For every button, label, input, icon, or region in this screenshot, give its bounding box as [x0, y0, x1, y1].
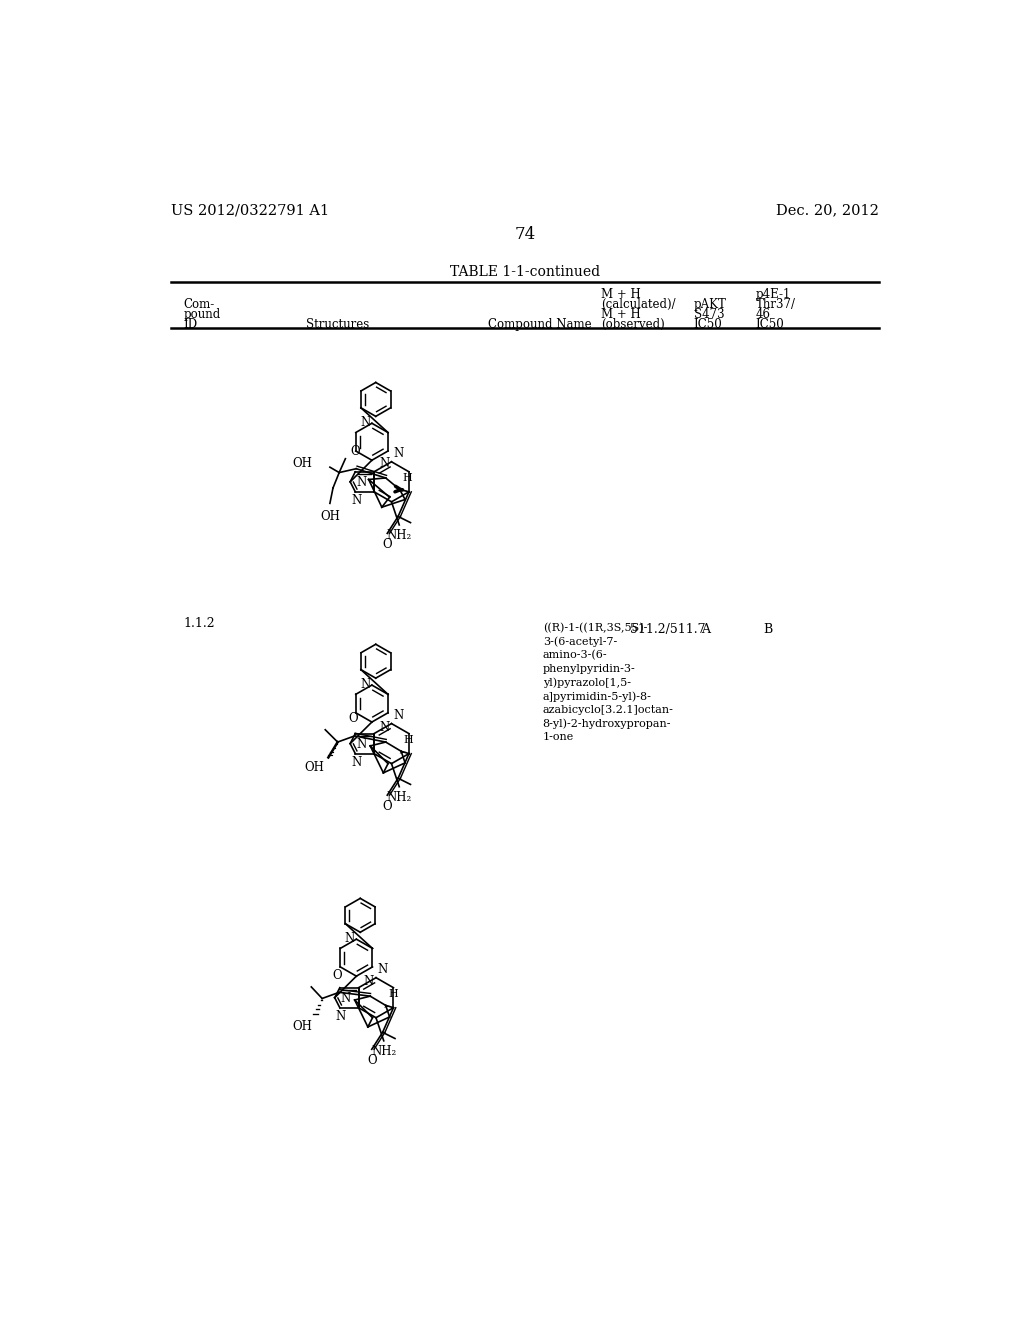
Text: B: B	[764, 623, 773, 636]
Text: N: N	[356, 738, 367, 751]
Text: O: O	[382, 800, 392, 813]
Text: O: O	[367, 1053, 377, 1067]
Text: pAKT: pAKT	[693, 298, 727, 310]
Text: O: O	[348, 711, 358, 725]
Text: M + H: M + H	[601, 288, 640, 301]
Polygon shape	[398, 490, 408, 492]
Text: 74: 74	[514, 226, 536, 243]
Text: IC50: IC50	[693, 318, 723, 331]
Text: NH₂: NH₂	[387, 529, 412, 541]
Text: O: O	[382, 539, 392, 550]
Text: Com-: Com-	[183, 298, 215, 310]
Text: N: N	[360, 677, 371, 690]
Text: OH: OH	[319, 510, 340, 523]
Text: NH₂: NH₂	[371, 1044, 396, 1057]
Text: O: O	[350, 445, 359, 458]
Text: pound: pound	[183, 308, 221, 321]
Polygon shape	[399, 751, 408, 754]
Text: OH: OH	[292, 457, 312, 470]
Polygon shape	[384, 1006, 392, 1007]
Text: H: H	[403, 735, 414, 744]
Text: Structures: Structures	[306, 318, 370, 331]
Text: O: O	[333, 969, 342, 982]
Text: N: N	[379, 457, 389, 470]
Text: IC50: IC50	[756, 318, 784, 331]
Text: N: N	[364, 975, 374, 989]
Text: Compound Name: Compound Name	[488, 318, 592, 331]
Text: N: N	[336, 1010, 346, 1023]
Text: 511.2/511.7: 511.2/511.7	[630, 623, 706, 636]
Text: H: H	[402, 474, 412, 483]
Text: TABLE 1-1-continued: TABLE 1-1-continued	[450, 264, 600, 279]
Text: ((R)-1-((1R,3S,5S)-
3-(6-acetyl-7-
amino-3-(6-
phenylpyridin-3-
yl)pyrazolo[1,5-: ((R)-1-((1R,3S,5S)- 3-(6-acetyl-7- amino…	[543, 623, 674, 742]
Text: Thr37/: Thr37/	[756, 298, 796, 310]
Text: N: N	[341, 991, 351, 1005]
Text: M + H: M + H	[601, 308, 640, 321]
Text: p4E-1: p4E-1	[756, 288, 792, 301]
Text: A: A	[701, 623, 711, 636]
Text: N: N	[345, 932, 355, 945]
Text: ID: ID	[183, 318, 198, 331]
Text: N: N	[393, 447, 403, 461]
Text: N: N	[379, 721, 389, 734]
Text: OH: OH	[292, 1020, 312, 1034]
Text: 46: 46	[756, 308, 771, 321]
Text: 1.1.2: 1.1.2	[183, 616, 215, 630]
Text: Dec. 20, 2012: Dec. 20, 2012	[776, 203, 879, 216]
Text: N: N	[351, 494, 361, 507]
Text: OH: OH	[304, 762, 325, 775]
Text: US 2012/0322791 A1: US 2012/0322791 A1	[171, 203, 329, 216]
Text: N: N	[360, 416, 371, 429]
Text: NH₂: NH₂	[387, 791, 412, 804]
Text: N: N	[351, 756, 361, 770]
Text: (calculated)/: (calculated)/	[601, 298, 676, 310]
Text: N: N	[378, 964, 388, 977]
Text: S473: S473	[693, 308, 724, 321]
Text: N: N	[356, 477, 367, 490]
Text: H: H	[388, 989, 397, 999]
Text: (observed): (observed)	[601, 318, 665, 331]
Text: N: N	[393, 709, 403, 722]
